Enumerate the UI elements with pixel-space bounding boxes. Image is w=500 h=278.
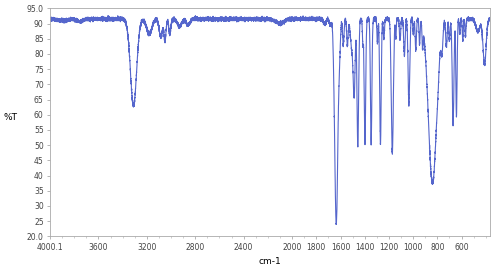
X-axis label: cm-1: cm-1 (258, 257, 281, 266)
Y-axis label: %T: %T (3, 113, 17, 122)
